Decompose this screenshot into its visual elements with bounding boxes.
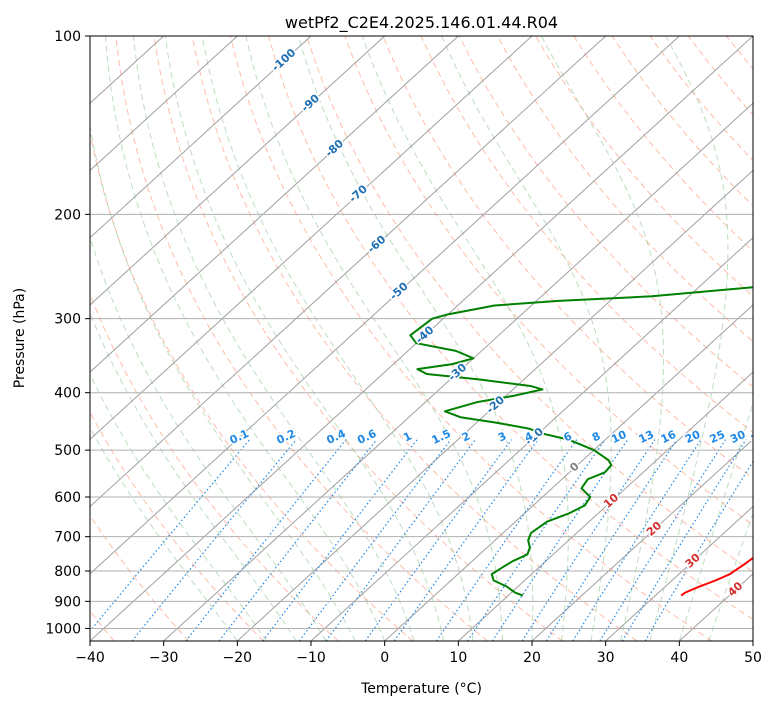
- chart-title: wetPf2_C2E4.2025.146.01.44.R04: [285, 13, 558, 33]
- moist-adiabat-line: [649, 36, 729, 641]
- y-tick-label: 400: [54, 386, 81, 402]
- isotherm-line: [90, 36, 680, 575]
- x-tick-label: 10: [449, 650, 467, 666]
- mixing-ratio-label: 36: [749, 428, 769, 446]
- x-tick-label: 20: [523, 650, 541, 666]
- moist-adiabat-line: [164, 36, 445, 641]
- mixing-ratio-line: [131, 439, 297, 641]
- moist-adiabat-line: [678, 400, 753, 641]
- isotherm-line: [457, 371, 753, 641]
- mixing-ratio-line: [521, 439, 656, 641]
- moist-adiabat-line: [245, 36, 504, 641]
- y-tick-label: 800: [54, 564, 81, 580]
- isotherm-line: [90, 36, 459, 373]
- x-tick-label: −30: [149, 650, 179, 666]
- x-axis-ticks: −40 −30 −20 −10 0 10 20 30 40 50: [75, 641, 762, 666]
- sounding-traces: [409, 286, 753, 597]
- mixing-ratio-line: [491, 439, 629, 641]
- moist-adiabats: [90, 36, 753, 641]
- isotherm-line: [310, 236, 753, 641]
- y-tick-label: 300: [54, 312, 81, 328]
- isotherm-line: [384, 304, 753, 641]
- isotherm-line: [90, 36, 753, 641]
- pressure-gridlines: [90, 36, 753, 629]
- isotherm-line: [163, 102, 753, 641]
- y-axis-label: Pressure (hPa): [12, 288, 28, 388]
- y-tick-label: 1000: [45, 621, 81, 637]
- x-axis-label: Temperature (°C): [360, 681, 482, 697]
- dry-adiabat-line: [306, 36, 753, 573]
- moist-adiabat-line: [708, 512, 753, 641]
- y-axis-ticks: 100 200 300 400 500 600 700 800 900 1000: [45, 29, 90, 637]
- mixing-ratio-line: [467, 439, 606, 641]
- isotherm-line: [605, 505, 753, 641]
- dry-adiabat-line: [535, 36, 753, 297]
- isotherm-line: [531, 438, 753, 641]
- isotherm-line: [90, 36, 607, 508]
- x-tick-label: −20: [223, 650, 253, 666]
- isotherms: [90, 36, 753, 641]
- isotherm-line: [236, 169, 753, 641]
- y-tick-label: 100: [54, 29, 81, 45]
- moist-adiabat-line: [361, 36, 569, 641]
- y-tick-label: 900: [54, 594, 81, 610]
- moist-adiabat-line: [540, 36, 665, 641]
- mixing-ratio-line: [572, 439, 702, 641]
- mixing-ratio-line: [644, 460, 753, 641]
- dry-adiabat-line: [268, 36, 753, 621]
- isotherm-line: [90, 36, 238, 172]
- moist-adiabat-line: [90, 373, 268, 641]
- x-tick-label: 40: [670, 650, 688, 666]
- mixing-ratio-line: [621, 439, 747, 641]
- isotherm-line: [90, 36, 312, 239]
- mixing-ratio-lines: [90, 439, 753, 641]
- mixing-ratio-line: [90, 439, 251, 633]
- mixing-ratio-line: [218, 439, 378, 641]
- x-tick-label: −10: [296, 650, 326, 666]
- y-tick-label: 500: [54, 443, 81, 459]
- mixing-ratio-line: [599, 439, 727, 641]
- moist-adiabat-line: [90, 122, 356, 641]
- moist-adiabat-line: [104, 36, 386, 641]
- moist-adiabat-line: [297, 36, 534, 641]
- x-tick-label: 30: [597, 650, 615, 666]
- mixing-ratio-line: [435, 439, 578, 641]
- dry-adiabat-line: [90, 514, 190, 641]
- y-tick-label: 600: [54, 490, 81, 506]
- dewpoint-trace: [409, 286, 753, 597]
- moist-adiabat-line: [90, 426, 238, 641]
- mixing-ratio-line: [325, 439, 476, 641]
- isotherm-line: [90, 36, 386, 306]
- dry-adiabat-line: [115, 36, 488, 641]
- dry-adiabat-line: [90, 130, 414, 641]
- y-tick-label: 200: [54, 207, 81, 223]
- x-tick-label: 0: [380, 650, 389, 666]
- dry-adiabat-line: [497, 36, 753, 343]
- dry-adiabat-line: [191, 36, 638, 641]
- mixing-ratio-line: [364, 439, 513, 641]
- x-tick-label: 50: [744, 650, 762, 666]
- plot-frame: [89, 35, 754, 642]
- isotherm-line: [90, 36, 533, 441]
- dry-adiabat-line: [153, 36, 563, 641]
- x-tick-label: −40: [75, 650, 105, 666]
- y-tick-label: 700: [54, 530, 81, 546]
- moist-adiabat-line: [90, 311, 297, 641]
- moist-adiabat-line: [201, 36, 474, 641]
- mixing-ratio-line: [545, 439, 678, 641]
- moist-adiabat-line: [441, 36, 612, 641]
- moist-adiabat-line: [90, 235, 327, 641]
- dry-adiabat-line: [90, 411, 264, 641]
